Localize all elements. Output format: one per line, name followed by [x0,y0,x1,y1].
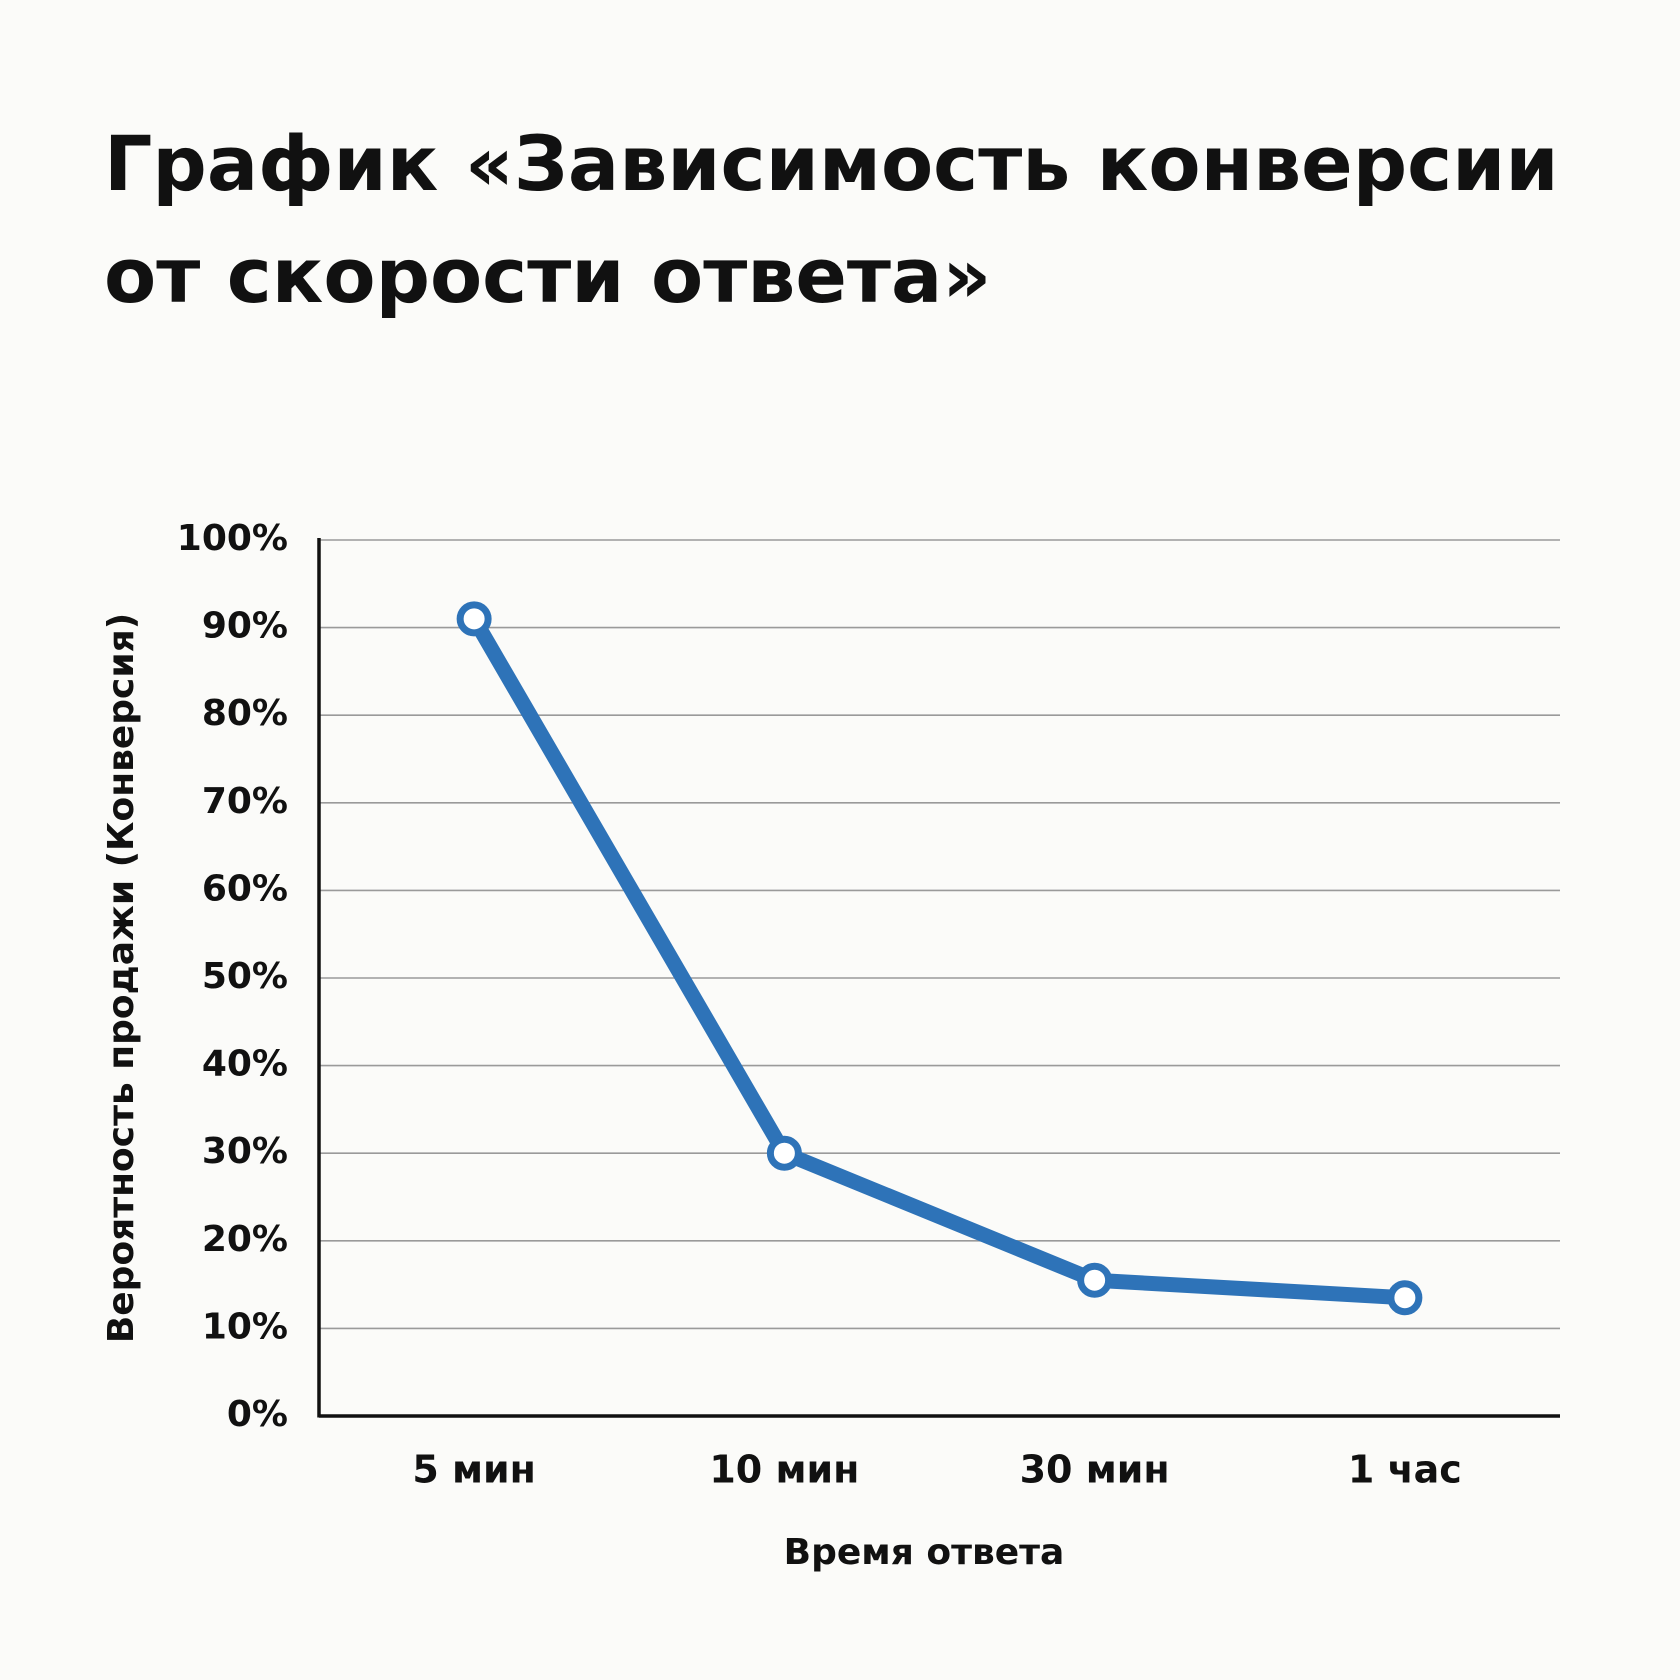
x-tick-label: 1 час [1348,1448,1462,1492]
y-tick-label: 90% [202,606,288,647]
marker [456,601,492,637]
y-tick-label: 30% [202,1131,288,1172]
x-tick-label: 10 мин [709,1448,859,1492]
x-tick-label: 30 мин [1020,1448,1170,1492]
x-axis-label: Время ответа [784,1532,1065,1573]
y-tick-label: 0% [227,1394,288,1435]
marker [1387,1280,1423,1316]
marker [1077,1262,1113,1298]
y-tick-label: 80% [202,693,288,734]
y-tick-label: 60% [202,868,288,909]
x-tick-label: 5 мин [412,1448,536,1492]
y-tick-label: 70% [202,781,288,822]
line [466,611,1413,1306]
y-tick-label: 10% [202,1306,288,1347]
marker [766,1135,802,1171]
y-tick-label: 100% [177,518,288,559]
y-axis-label: Вероятность продажи (Конверсия) [101,613,142,1343]
chart-title: График «Зависимость конверсии от скорост… [104,119,1559,320]
y-tick-label: 50% [202,956,288,997]
y-tick-label: 20% [202,1219,288,1260]
y-tick-label: 40% [202,1044,288,1085]
